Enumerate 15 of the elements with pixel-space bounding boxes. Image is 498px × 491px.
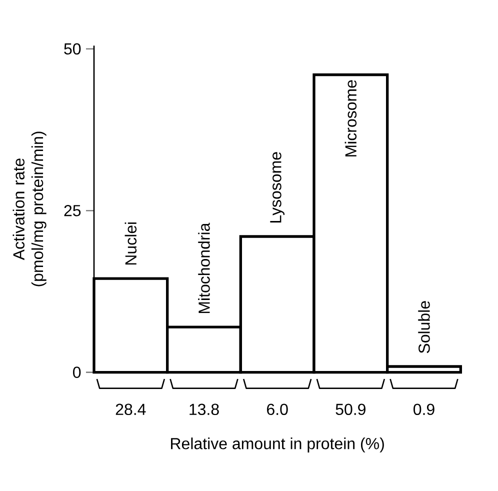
annotation: Soluble bbox=[418, 301, 430, 354]
y-axis-title: Activation rate (pmol/mg protein/min) bbox=[12, 132, 46, 286]
x-tick-label: 28.4 bbox=[116, 404, 146, 416]
x-axis-title: Relative amount in protein (%) bbox=[171, 438, 384, 452]
annotation: Mitochondria bbox=[198, 222, 210, 314]
x-tick-label: 50.9 bbox=[336, 404, 366, 416]
x-tick-label: 0.9 bbox=[414, 404, 434, 416]
y-tick-label: 25 bbox=[64, 204, 81, 216]
annotation: Microsome bbox=[344, 80, 357, 156]
annotation: Nuclei bbox=[124, 222, 137, 265]
x-tick-label: 13.8 bbox=[190, 404, 219, 416]
annotation: Lysosome bbox=[270, 152, 285, 222]
x-tick-label: 6.0 bbox=[267, 404, 288, 416]
y-tick-label: 50 bbox=[64, 43, 81, 55]
y-tick-label: 0 bbox=[73, 366, 81, 378]
